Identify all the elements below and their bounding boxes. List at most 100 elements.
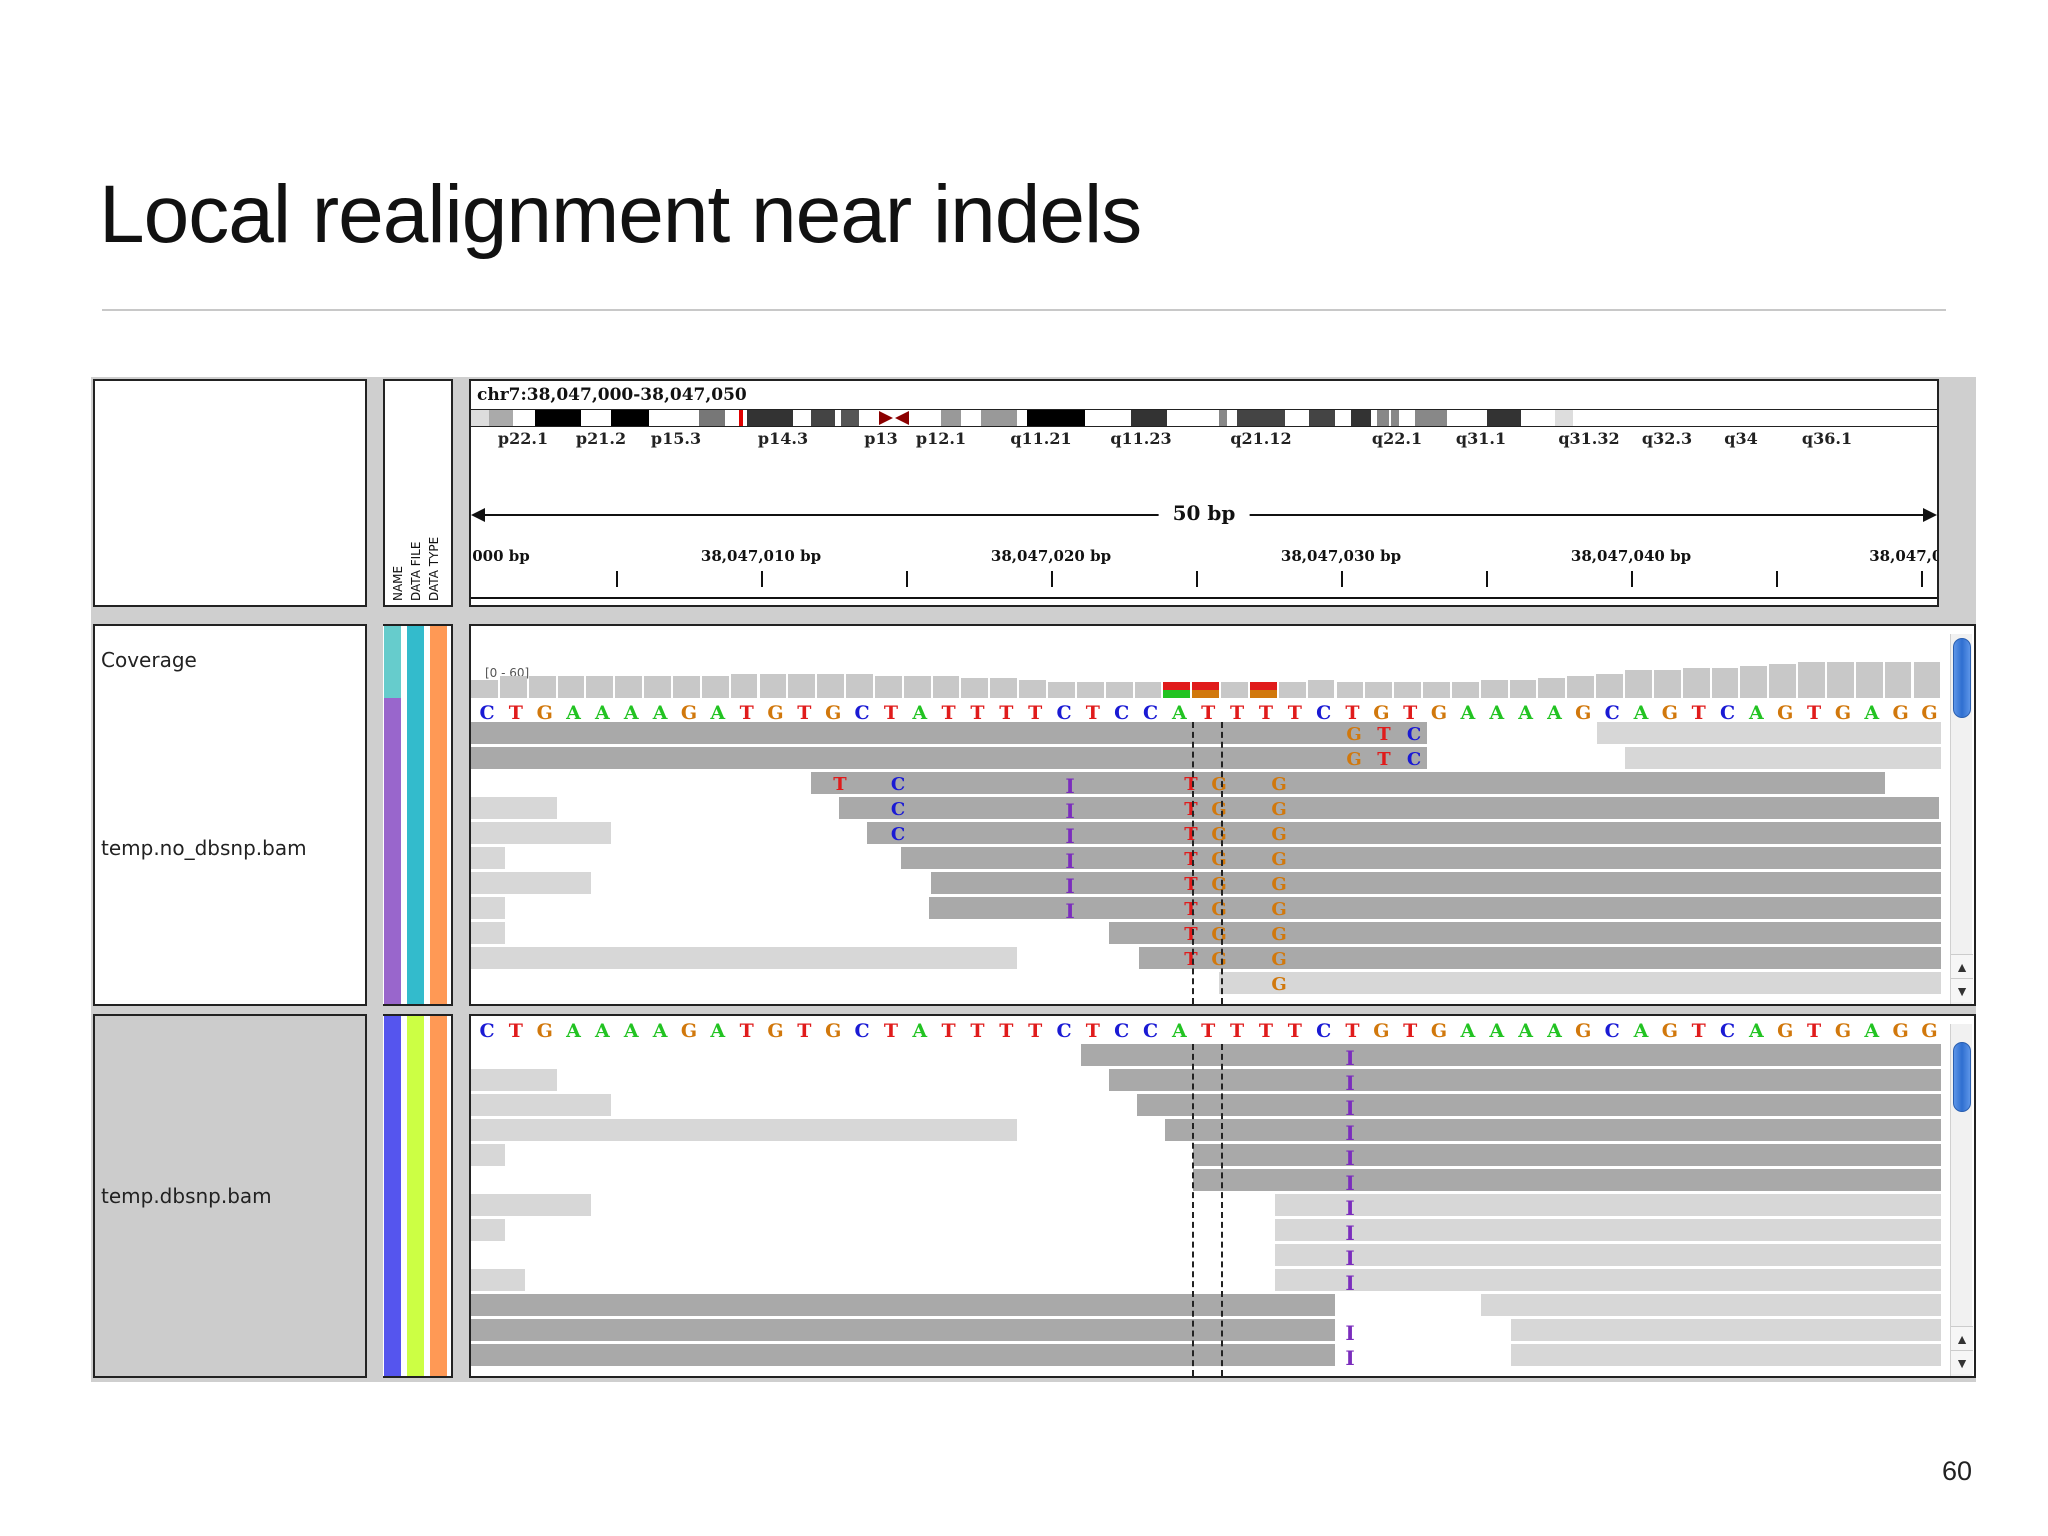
reference-base: T: [1201, 1020, 1216, 1042]
read[interactable]: [1193, 1144, 1941, 1166]
reference-base: A: [1547, 702, 1562, 724]
scroll-thumb-2[interactable]: [1953, 1042, 1971, 1112]
coverage-track[interactable]: [471, 636, 1941, 698]
read[interactable]: [1193, 1169, 1941, 1191]
read[interactable]: [471, 797, 557, 819]
coverage-bar: [1394, 682, 1422, 698]
insertion-icon: I: [1345, 1171, 1355, 1195]
read[interactable]: [1219, 972, 1941, 994]
read[interactable]: [1511, 1344, 1941, 1366]
read[interactable]: [1109, 1069, 1941, 1091]
read[interactable]: [1165, 1119, 1941, 1141]
read[interactable]: [471, 1094, 611, 1116]
reference-base: T: [1258, 702, 1273, 724]
scroll-down-icon-2[interactable]: ▼: [1951, 1350, 1973, 1374]
reference-base: G: [1575, 702, 1592, 724]
reference-base: A: [595, 702, 610, 724]
read[interactable]: [471, 1269, 525, 1291]
reference-base: G: [825, 1020, 842, 1042]
read[interactable]: [471, 1344, 1335, 1366]
read[interactable]: [471, 1294, 1335, 1316]
read[interactable]: [471, 1144, 505, 1166]
read[interactable]: [839, 797, 1939, 819]
read[interactable]: [1081, 1044, 1941, 1066]
read[interactable]: [471, 897, 505, 919]
reference-base: A: [566, 702, 581, 724]
attr-cell-data-type-2[interactable]: [430, 1016, 447, 1376]
attr-cell-name[interactable]: [384, 698, 401, 1004]
track-names-panel-2[interactable]: temp.dbsnp.bam: [93, 1014, 367, 1378]
read[interactable]: [901, 847, 1941, 869]
read[interactable]: [1275, 1194, 1941, 1216]
scroll-up-icon-2[interactable]: ▲: [1951, 1326, 1973, 1350]
read[interactable]: [471, 1194, 591, 1216]
cytoband: [747, 410, 793, 426]
read[interactable]: [1511, 1319, 1941, 1341]
attr-cell-data-file-2[interactable]: [407, 1016, 424, 1376]
coverage-bar: [1855, 662, 1883, 698]
cytoband-label: q11.21: [1010, 429, 1072, 448]
reference-base: C: [1114, 702, 1130, 724]
coverage-bar: [1423, 682, 1450, 698]
read[interactable]: [1275, 1269, 1941, 1291]
scrollbar-1[interactable]: ▲ ▼: [1950, 634, 1973, 1004]
cytoband: [1377, 410, 1389, 426]
coverage-track-name[interactable]: Coverage: [101, 648, 197, 672]
reference-base: G: [1575, 1020, 1592, 1042]
read[interactable]: [931, 872, 1941, 894]
dbsnp-track-name[interactable]: temp.dbsnp.bam: [101, 1184, 272, 1208]
reference-base: G: [1777, 1020, 1794, 1042]
coverage-mismatch: [1249, 690, 1277, 698]
attr-label-name[interactable]: NAME: [391, 565, 405, 601]
read[interactable]: [1275, 1244, 1941, 1266]
scroll-thumb-1[interactable]: [1953, 638, 1971, 718]
attr-label-data-file[interactable]: DATA FILE: [409, 541, 423, 601]
read[interactable]: [471, 1319, 1335, 1341]
attr-cell-data-type[interactable]: [430, 626, 447, 1004]
track-names-panel-1[interactable]: Coverage temp.no_dbsnp.bam: [93, 624, 367, 1006]
cytoband: [1309, 410, 1335, 426]
read[interactable]: [929, 897, 1941, 919]
read[interactable]: [1137, 1094, 1941, 1116]
read[interactable]: [1139, 947, 1941, 969]
cytoband-label: p15.3: [650, 429, 702, 448]
reference-base: C: [1316, 702, 1332, 724]
read[interactable]: [471, 847, 505, 869]
insertion-icon: I: [1065, 874, 1075, 898]
read[interactable]: [471, 822, 611, 844]
cytoband-label: q11.23: [1110, 429, 1172, 448]
attr-cell-name-2[interactable]: [384, 1016, 401, 1376]
read[interactable]: [471, 922, 505, 944]
no-dbsnp-track-name[interactable]: temp.no_dbsnp.bam: [101, 836, 307, 860]
reference-base: C: [1056, 702, 1072, 724]
read[interactable]: [471, 1219, 505, 1241]
chromosome-ideogram[interactable]: [471, 409, 1937, 427]
read[interactable]: [1597, 722, 1941, 744]
read[interactable]: [1481, 1294, 1941, 1316]
read[interactable]: [471, 1069, 557, 1091]
read[interactable]: [1275, 1219, 1941, 1241]
read[interactable]: [471, 872, 591, 894]
scroll-down-icon[interactable]: ▼: [1951, 978, 1973, 1002]
read[interactable]: [471, 747, 1427, 769]
cytoband: [1219, 410, 1227, 426]
read[interactable]: [471, 1119, 1017, 1141]
attr-cell-data-file[interactable]: [407, 626, 424, 1004]
scroll-up-icon[interactable]: ▲: [1951, 954, 1973, 978]
read[interactable]: [867, 822, 1941, 844]
read[interactable]: [471, 722, 1427, 744]
attribute-header-panel[interactable]: NAME DATA FILE DATA TYPE: [383, 379, 453, 607]
attr-label-data-type[interactable]: DATA TYPE: [427, 536, 441, 601]
track-attributes-panel-1: [383, 624, 453, 1006]
scrollbar-2[interactable]: ▲ ▼: [1950, 1024, 1973, 1376]
ruler-label: 000 bp: [472, 547, 530, 565]
read[interactable]: [811, 772, 1885, 794]
reference-base: T: [883, 1020, 898, 1042]
read[interactable]: [1625, 747, 1941, 769]
coverage-bar: [1048, 682, 1075, 698]
read[interactable]: [1109, 922, 1941, 944]
read[interactable]: [471, 947, 1017, 969]
attr-cell-coverage[interactable]: [384, 626, 401, 698]
